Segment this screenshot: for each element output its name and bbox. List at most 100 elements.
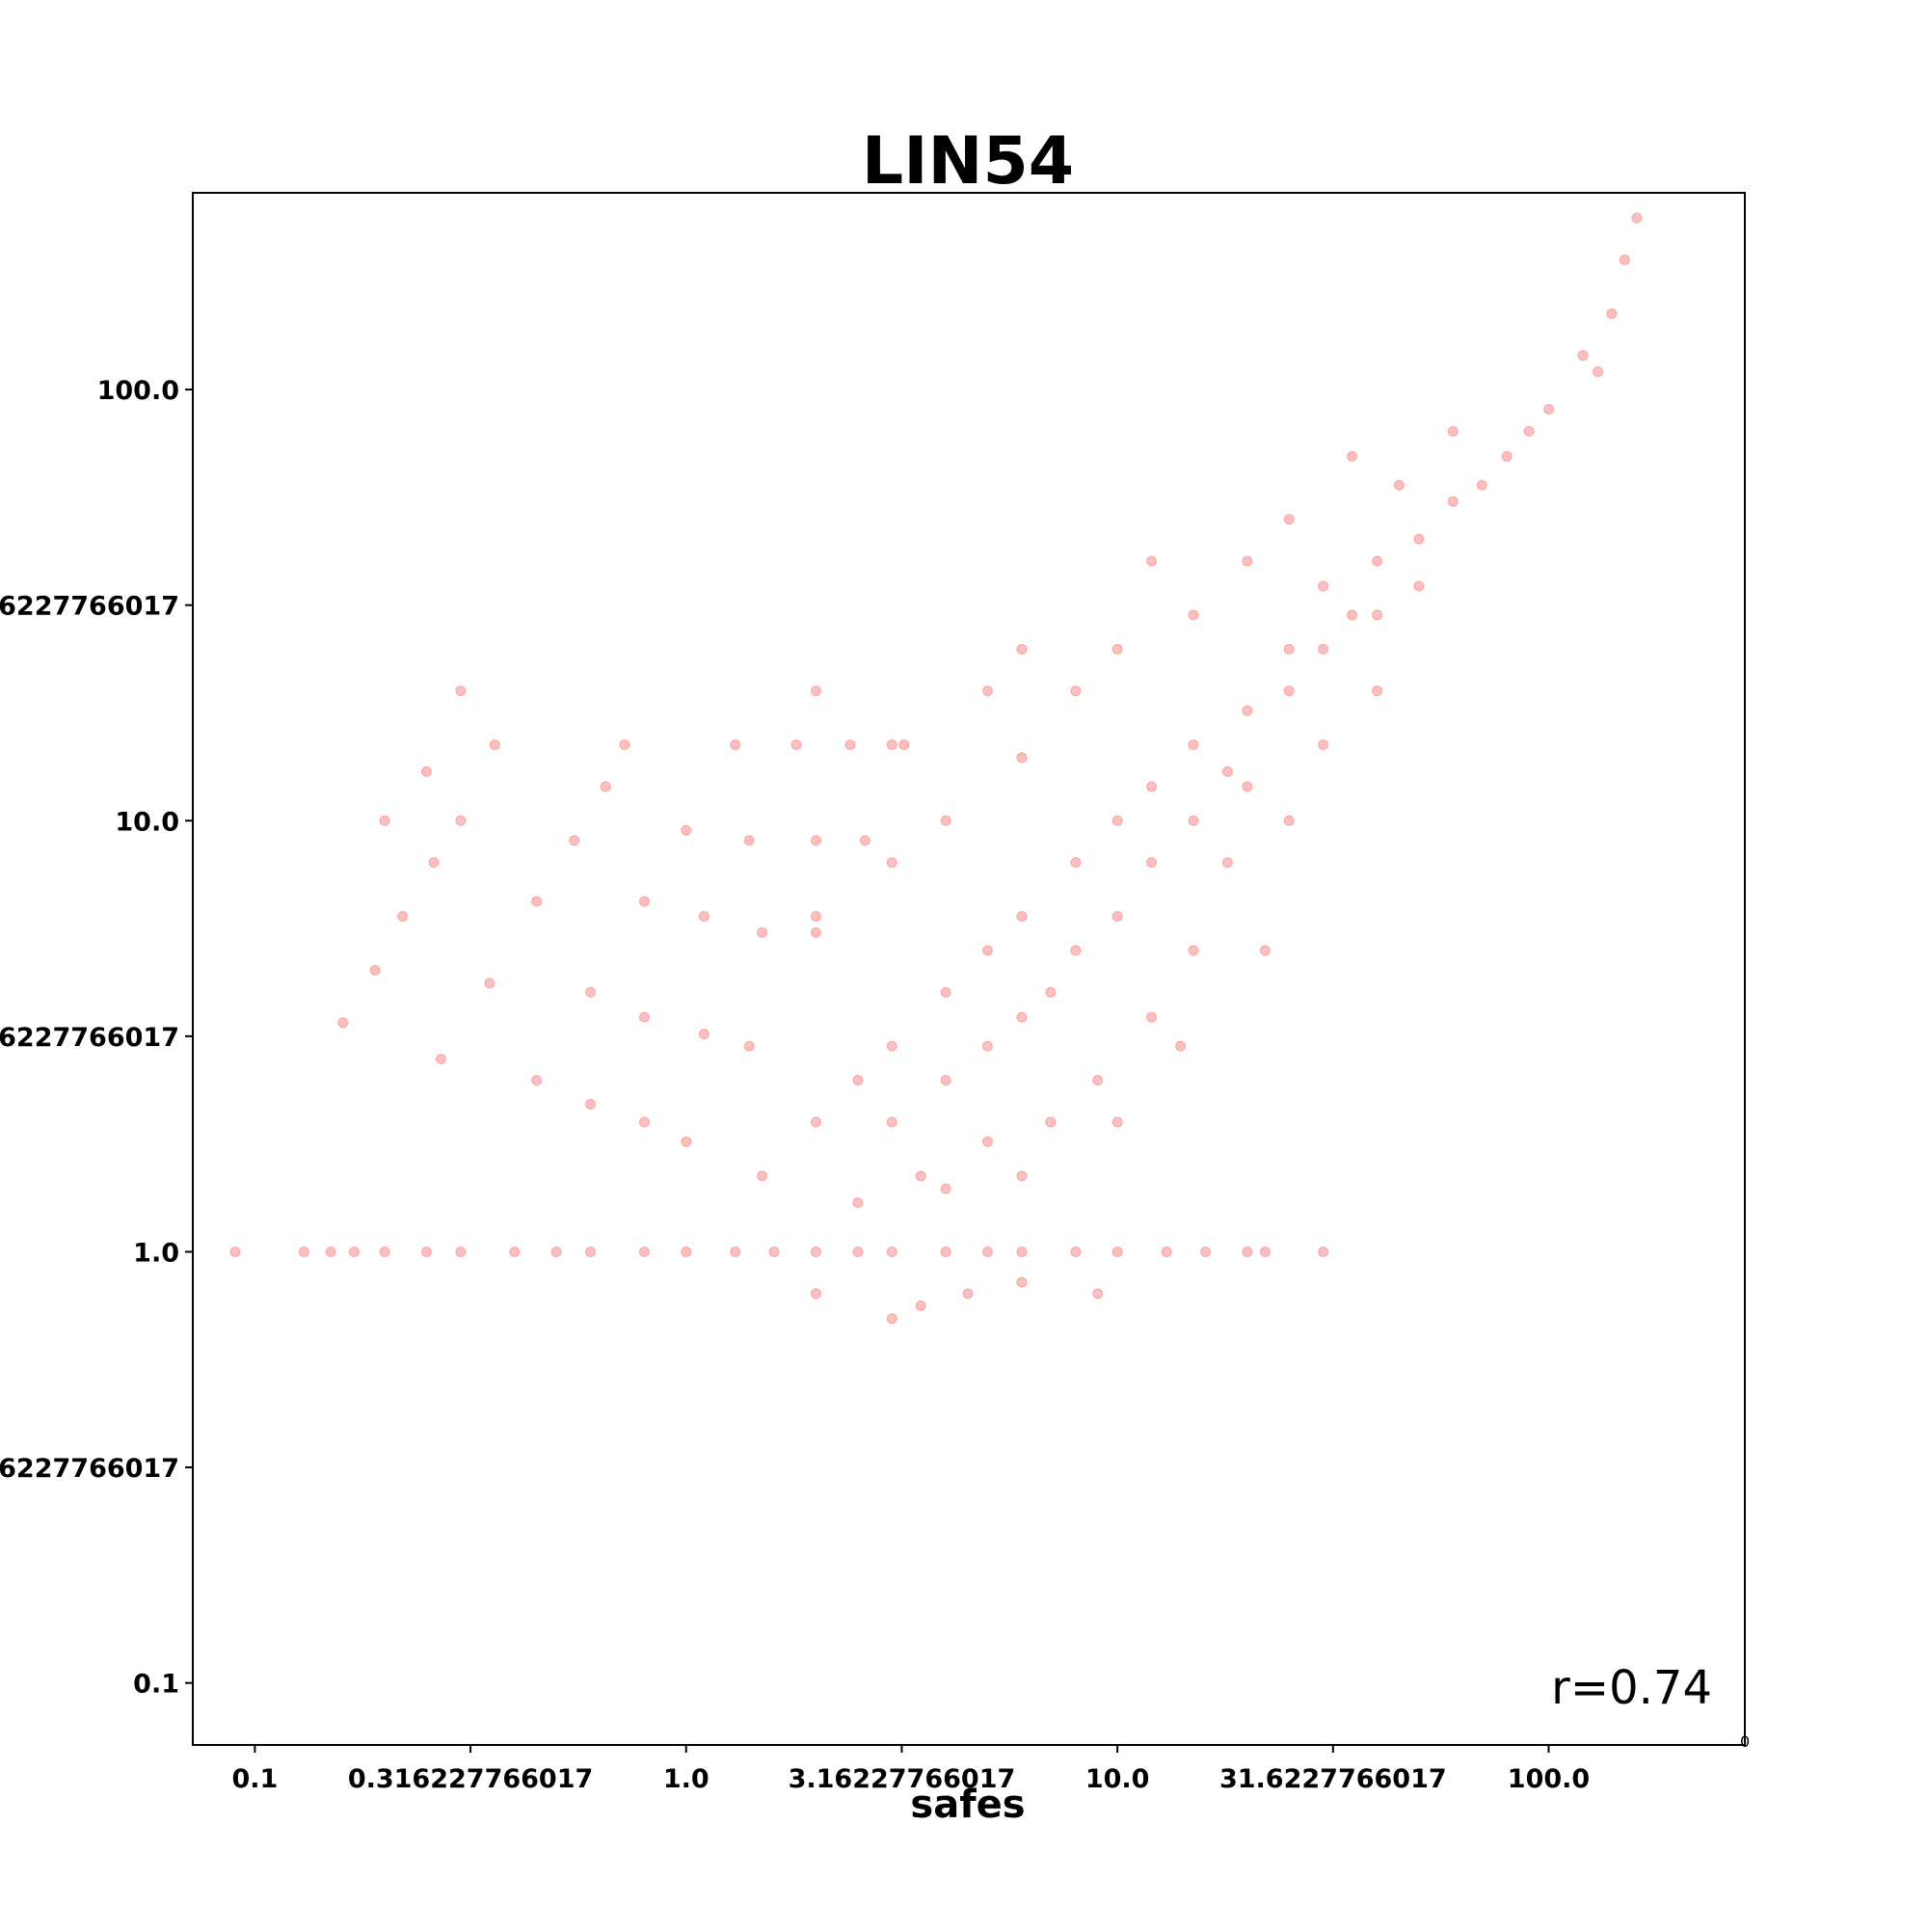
data-point (379, 815, 390, 826)
y-tick-label: 0.316227766017 (0, 1454, 179, 1484)
y-tick-label: 1.0 (133, 1238, 179, 1268)
data-point (1161, 1246, 1172, 1257)
data-point (435, 1054, 446, 1065)
data-point (531, 896, 543, 907)
data-point (886, 857, 897, 869)
data-point (1016, 643, 1028, 655)
data-point (1283, 643, 1295, 655)
data-point (1146, 555, 1158, 567)
data-point (757, 926, 768, 938)
data-point (638, 1246, 650, 1257)
data-point (1070, 945, 1082, 956)
data-point (1318, 643, 1329, 655)
data-point (1188, 945, 1199, 956)
data-point (1188, 739, 1199, 751)
data-point (509, 1246, 521, 1257)
data-point (681, 1246, 692, 1257)
data-point (859, 835, 870, 846)
y-tick-label: 10.0 (115, 807, 179, 837)
data-point (1016, 1246, 1028, 1257)
data-point (940, 815, 951, 826)
data-point (1283, 514, 1295, 525)
y-tick-label: 0.1 (133, 1670, 179, 1700)
data-point (584, 1098, 596, 1110)
data-point (940, 1183, 951, 1194)
data-point (1371, 609, 1382, 621)
data-point (638, 1116, 650, 1128)
data-point (1045, 986, 1057, 998)
data-point (455, 1246, 467, 1257)
data-point (1318, 739, 1329, 751)
data-point (981, 945, 993, 956)
data-point (1045, 1116, 1057, 1128)
data-point (790, 739, 802, 751)
x-tick-label: 100.0 (1508, 1764, 1590, 1794)
data-point (379, 1246, 390, 1257)
x-tick-label: 3.16227766017 (789, 1764, 1016, 1794)
data-point (1175, 1040, 1187, 1052)
data-point (1413, 533, 1425, 545)
corner-offset-text: 0 (1740, 1732, 1750, 1751)
data-point (1111, 643, 1123, 655)
data-point (1501, 450, 1513, 462)
data-point (1242, 781, 1253, 792)
data-point (743, 1040, 755, 1052)
data-point (940, 986, 951, 998)
correlation-annotation: r=0.74 (1551, 1661, 1712, 1715)
data-point (1092, 1288, 1104, 1300)
x-tick-label: 10.0 (1085, 1764, 1150, 1794)
data-point (600, 781, 611, 792)
data-point (1146, 857, 1158, 869)
data-point (1631, 212, 1643, 224)
data-point (681, 824, 692, 836)
data-point (886, 739, 897, 751)
data-point (1242, 705, 1253, 716)
data-point (1016, 1170, 1028, 1182)
data-point (1447, 425, 1459, 437)
x-tick-label: 0.1 (231, 1764, 278, 1794)
data-point (1016, 752, 1028, 764)
x-axis: 0.1 0.316227766017 1.0 3.16227766017 10.0 31.… (231, 1745, 1590, 1794)
data-point (550, 1246, 562, 1257)
data-point (1016, 1276, 1028, 1288)
data-point (1577, 350, 1589, 362)
data-point (1393, 479, 1405, 491)
data-point (1092, 1075, 1104, 1087)
data-point (420, 765, 432, 777)
data-point (1318, 1246, 1329, 1257)
data-point (1619, 254, 1630, 265)
data-point (1111, 1246, 1123, 1257)
data-point (1242, 555, 1253, 567)
data-point (428, 857, 440, 869)
data-point (768, 1246, 780, 1257)
data-point (981, 1246, 993, 1257)
data-point (1070, 1246, 1082, 1257)
data-point (1592, 366, 1603, 378)
data-point (1199, 1246, 1211, 1257)
data-point (1016, 910, 1028, 922)
data-point (531, 1075, 543, 1087)
x-tick-label: 0.316227766017 (348, 1764, 593, 1794)
data-point (1259, 945, 1271, 956)
data-point (638, 1011, 650, 1023)
data-point (1259, 1246, 1271, 1257)
data-point (940, 1075, 951, 1087)
data-point (1606, 308, 1618, 319)
data-point (886, 1040, 897, 1052)
data-point (455, 685, 467, 697)
data-point (337, 1017, 349, 1029)
data-point (1347, 609, 1358, 621)
data-point (981, 1136, 993, 1147)
data-point (1523, 425, 1535, 437)
data-point (1111, 910, 1123, 922)
data-point (1221, 857, 1233, 869)
data-point (915, 1300, 926, 1311)
plot-frame (192, 192, 1746, 1746)
data-point (810, 835, 821, 846)
data-point (1188, 609, 1199, 621)
data-point (730, 739, 741, 751)
data-point (1242, 1246, 1253, 1257)
data-point (1221, 765, 1233, 777)
points-layer (229, 212, 1643, 1325)
data-point (1283, 815, 1295, 826)
